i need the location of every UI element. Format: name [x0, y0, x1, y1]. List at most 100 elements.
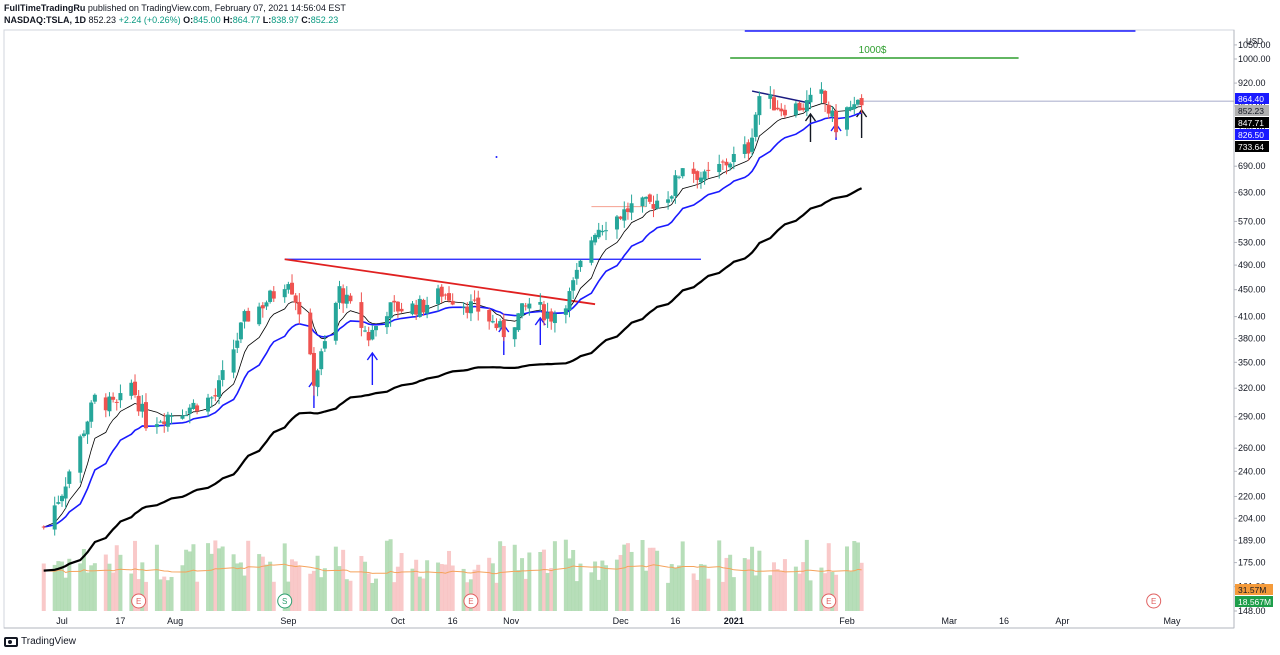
event-marker[interactable]: E	[821, 593, 837, 609]
x-tick-label: Dec	[613, 616, 630, 626]
ohlc-line: NASDAQ:TSLA, 1D 852.23 +2.24 (+0.26%) O:…	[4, 14, 346, 26]
volume-bar	[804, 539, 809, 611]
volume-bar	[742, 558, 747, 611]
volume-bar	[60, 561, 64, 611]
candle	[589, 236, 594, 266]
volume-bar	[238, 562, 243, 611]
candle-body	[677, 176, 682, 178]
volume-bar	[217, 548, 221, 611]
candle	[655, 193, 660, 210]
candle	[264, 300, 269, 310]
volume-bar	[647, 547, 652, 611]
candle-body	[720, 161, 725, 163]
candle	[344, 286, 349, 309]
volume-bar	[724, 557, 729, 611]
candle-body	[297, 301, 302, 315]
candle-body	[804, 100, 809, 112]
volume-bar	[768, 575, 773, 611]
volume-bar	[56, 561, 61, 611]
candle	[552, 310, 557, 333]
candle-body	[545, 312, 550, 319]
candle	[184, 410, 189, 417]
y-tick-label: 920.00	[1238, 78, 1266, 88]
candle-body	[425, 304, 430, 314]
volume-bar	[461, 568, 466, 611]
candle	[855, 99, 860, 106]
candle	[677, 175, 682, 180]
y-tick-label: 410.00	[1238, 312, 1266, 322]
publisher-name[interactable]: FullTimeTradingRu	[4, 3, 86, 13]
volume-bar	[640, 540, 645, 611]
candle	[823, 89, 828, 113]
volume-bar	[81, 548, 86, 611]
volume-bar	[826, 543, 831, 611]
volume-bar	[797, 573, 802, 611]
volume-bar	[706, 578, 711, 611]
volume-bar	[195, 581, 200, 611]
x-tick-label: Feb	[839, 616, 855, 626]
candle-body	[793, 103, 798, 116]
candle-body	[341, 288, 346, 304]
candle-body	[552, 313, 557, 324]
candle	[89, 400, 94, 428]
candle-body	[322, 341, 327, 349]
volume-bar	[673, 567, 678, 611]
candle-body	[264, 302, 269, 307]
candle	[213, 388, 218, 402]
volume-bar	[392, 582, 397, 611]
candle-body	[220, 370, 225, 380]
volume-bar	[290, 559, 295, 611]
candle-body	[374, 326, 378, 331]
candle	[133, 374, 138, 398]
candle	[246, 307, 251, 322]
candle-body	[257, 306, 262, 325]
volume-bar	[333, 546, 338, 611]
pennant-line	[751, 90, 811, 104]
axis-price-label: 826.50	[1235, 129, 1269, 140]
event-marker[interactable]: E	[131, 593, 147, 609]
candle-body	[293, 295, 298, 303]
candle	[647, 193, 652, 204]
candle-body	[246, 310, 251, 322]
axis-price-label-bg	[1235, 129, 1269, 140]
candle-body	[855, 99, 860, 105]
candle	[804, 90, 809, 117]
x-tick-label: 16	[670, 616, 680, 626]
y-tick-label: 570.00	[1238, 216, 1266, 226]
volume-bar	[78, 563, 83, 611]
candle	[629, 194, 634, 221]
candle	[490, 314, 495, 324]
volume-ma-line	[43, 563, 862, 575]
candle	[81, 430, 86, 438]
candle-body	[344, 294, 349, 304]
volume-bar	[370, 582, 375, 611]
event-marker[interactable]: S	[277, 593, 293, 609]
axis-volume-label-bg	[1235, 596, 1273, 607]
tradingview-brand[interactable]: TradingView	[4, 636, 76, 647]
candle	[195, 403, 200, 415]
candle	[293, 293, 298, 311]
symbol-label[interactable]: NASDAQ:TSLA, 1D	[4, 15, 87, 25]
event-marker-circle	[277, 593, 293, 609]
candle	[797, 101, 802, 111]
event-marker[interactable]: E	[463, 593, 479, 609]
candle-body	[384, 316, 389, 328]
candle	[315, 368, 320, 397]
candle	[337, 280, 342, 310]
volume-bar	[808, 580, 813, 611]
candle-body	[549, 311, 554, 322]
volume-bar	[450, 565, 455, 611]
candle	[717, 154, 722, 179]
candle	[118, 384, 123, 408]
candle-body	[728, 163, 733, 168]
volume-bar	[757, 550, 762, 611]
event-marker[interactable]: E	[1146, 593, 1162, 609]
candle	[669, 195, 674, 202]
candle-body	[158, 421, 163, 423]
candle-body	[578, 260, 583, 268]
candle-body	[436, 288, 441, 304]
volume-bar	[271, 581, 276, 611]
y-tick-label: 1000.00	[1238, 54, 1271, 64]
volume-bar	[728, 554, 733, 611]
